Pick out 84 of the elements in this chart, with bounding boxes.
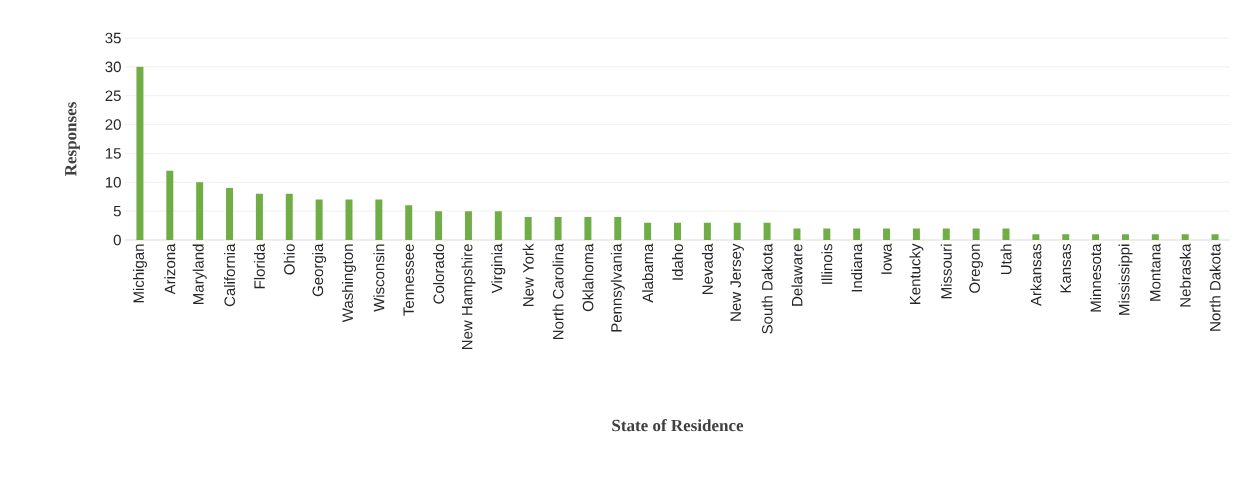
y-axis-title: Responses [65, 102, 80, 177]
x-tick-label: Pennsylvania [610, 243, 625, 332]
x-tick-label: California [224, 243, 236, 307]
bar [554, 216, 562, 240]
bar [823, 228, 831, 240]
x-tick-label: Kansas [1060, 244, 1071, 293]
bar [703, 222, 711, 240]
x-tick-label: Indiana [851, 243, 863, 292]
bar [345, 199, 353, 240]
x-tick-label: Oklahoma [582, 243, 594, 312]
bar [524, 216, 532, 240]
bar [315, 199, 323, 240]
x-tick-label: Kentucky [909, 243, 924, 305]
bar [1002, 228, 1010, 240]
y-tick-label: 15 [105, 148, 121, 159]
x-tick-label: Nevada [701, 243, 713, 295]
y-tick-label: 20 [105, 119, 121, 130]
x-tick-label: Mississippi [1118, 244, 1133, 315]
y-tick-label: 35 [105, 32, 121, 44]
y-tick-label: 30 [105, 61, 121, 73]
bar [584, 216, 592, 240]
bar [942, 228, 950, 240]
x-tick-label: Idaho [671, 244, 683, 280]
bar [853, 228, 861, 240]
bar [644, 222, 652, 240]
bar [136, 66, 144, 240]
bar [1151, 234, 1159, 240]
x-tick-label: Georgia [312, 243, 327, 297]
y-tick-label: 5 [113, 205, 121, 217]
bar [763, 222, 771, 240]
x-tick-label: North Carolina [552, 243, 564, 340]
x-tick-label: New Hampshire [461, 244, 476, 350]
x-tick-label: Tennessee [403, 244, 414, 316]
bar [435, 211, 443, 240]
x-tick-label: Colorado [433, 244, 445, 304]
x-tick-label: Nebraska [1179, 243, 1191, 307]
x-tick-label: Alabama [642, 243, 654, 303]
x-tick-label: New Jersey [730, 243, 744, 321]
bar [1181, 234, 1189, 240]
x-axis-title: State of Residence [612, 419, 744, 432]
x-tick-label: Montana [1150, 243, 1161, 301]
bar [1211, 234, 1219, 240]
x-tick-label: Maryland [192, 244, 207, 304]
bar [972, 228, 980, 240]
bar [912, 228, 920, 240]
x-tick-label: Illinois [821, 244, 833, 284]
bar [1032, 234, 1040, 240]
bar [793, 228, 801, 240]
x-tick-label: New York [522, 243, 534, 306]
bar [405, 205, 413, 240]
bar [285, 193, 293, 240]
y-tick-label: 0 [113, 234, 121, 246]
x-tick-label: Iowa [881, 243, 892, 274]
bar [464, 211, 472, 240]
bar [674, 222, 681, 240]
bar [883, 228, 891, 240]
x-tick-label: Virginia [491, 243, 506, 294]
y-tick-label: 25 [105, 90, 121, 102]
bar [196, 182, 204, 240]
x-tick-label: Washington [342, 244, 356, 323]
x-tick-label: Michigan [132, 244, 147, 303]
bar [166, 170, 174, 240]
x-tick-label: Oregon [969, 244, 983, 293]
x-tick-label: North Dakota [1209, 243, 1221, 331]
bar [1121, 234, 1129, 240]
bar [226, 188, 234, 240]
x-tick-label: Ohio [283, 244, 295, 275]
x-tick-label: Utah [1000, 244, 1012, 275]
bar [614, 216, 622, 240]
x-tick-label: South Dakota [761, 243, 773, 334]
bar [1062, 234, 1070, 240]
bar [733, 222, 741, 240]
bar [375, 199, 383, 240]
bar [255, 193, 263, 240]
bar [494, 211, 502, 240]
y-tick-label: 10 [105, 176, 121, 188]
bar [1092, 234, 1100, 240]
x-tick-label: Delaware [791, 244, 803, 306]
x-tick-label: Wisconsin [373, 244, 385, 312]
x-tick-label: Florida [253, 243, 265, 289]
x-tick-label: Minnesota [1090, 243, 1102, 312]
x-tick-label: Missouri [940, 244, 952, 299]
x-tick-label: Arkansas [1030, 244, 1042, 307]
x-tick-label: Arizona [164, 243, 176, 295]
